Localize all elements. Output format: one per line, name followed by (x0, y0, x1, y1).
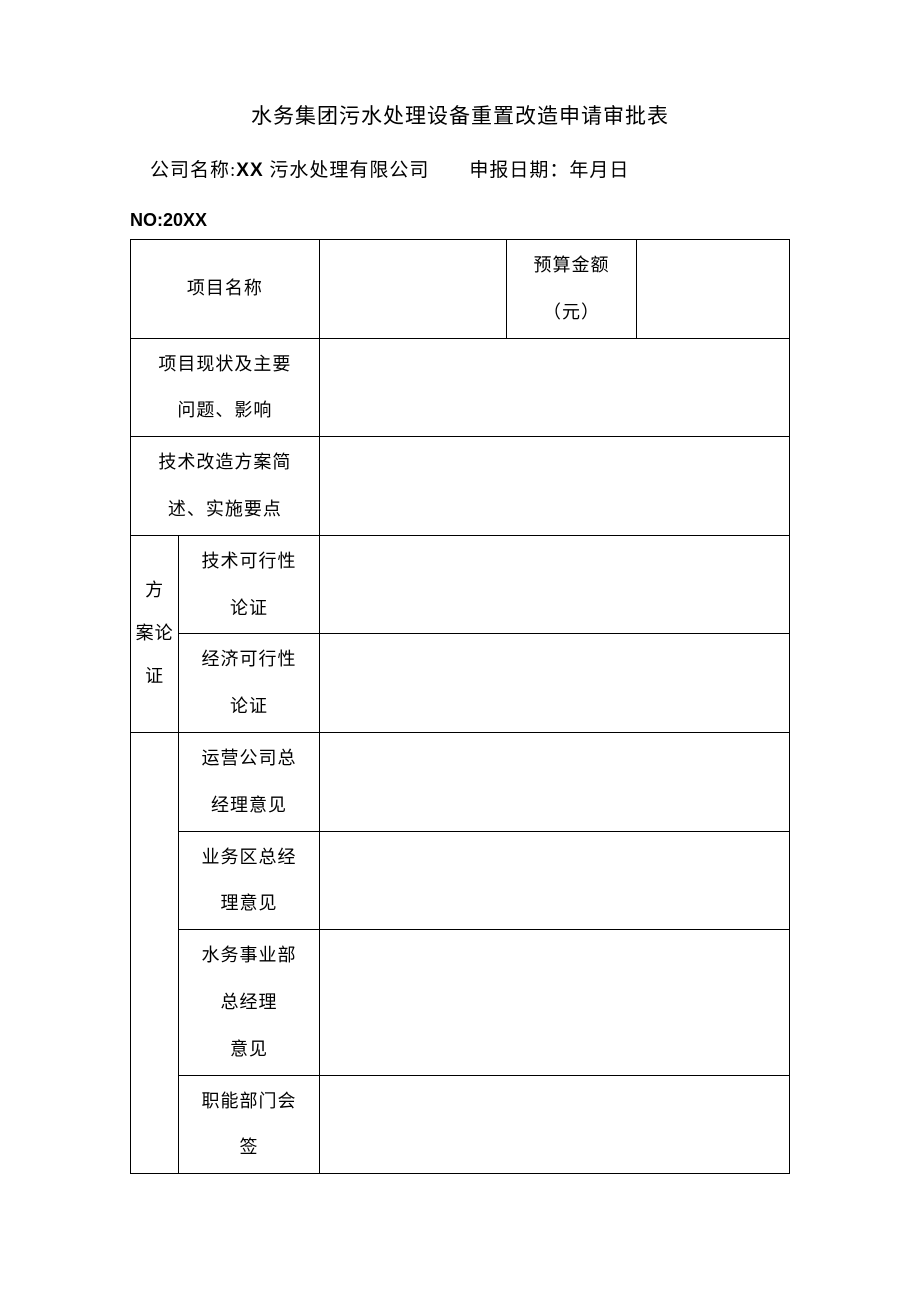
water-dept-value (319, 930, 789, 1075)
header-info: 公司名称:XX 污水处理有限公司 申报日期：年月日 (130, 155, 790, 182)
ops-manager-value (319, 732, 789, 831)
table-row: 方案论证 技术可行性论证 (131, 535, 790, 634)
functional-dept-value (319, 1075, 789, 1174)
status-label: 项目现状及主要问题、影响 (131, 338, 320, 437)
date-label: 申报日期：年月日 (469, 160, 629, 181)
table-row: 项目名称 预算金额（元） (131, 240, 790, 339)
tech-feasibility-value (319, 535, 789, 634)
table-row: 经济可行性论证 (131, 634, 790, 733)
ops-manager-label: 运营公司总经理意见 (179, 732, 320, 831)
table-row: 技术改造方案简述、实施要点 (131, 437, 790, 536)
water-dept-label: 水务事业部总经理意见 (179, 930, 320, 1075)
project-name-value (319, 240, 506, 339)
tech-plan-value (319, 437, 789, 536)
biz-manager-label: 业务区总经理意见 (179, 831, 320, 930)
budget-label: 预算金额（元） (506, 240, 637, 339)
project-name-label: 项目名称 (131, 240, 320, 339)
functional-dept-label: 职能部门会签 (179, 1075, 320, 1174)
budget-value (637, 240, 790, 339)
company-label: 公司名称: (150, 160, 236, 181)
approval-form-table: 项目名称 预算金额（元） 项目现状及主要问题、影响 技术改造方案简述、实施要点 … (130, 239, 790, 1174)
company-prefix: XX (236, 160, 263, 181)
econ-feasibility-label: 经济可行性论证 (179, 634, 320, 733)
document-title: 水务集团污水处理设备重置改造申请审批表 (130, 100, 790, 130)
table-row: 职能部门会签 (131, 1075, 790, 1174)
form-number: NO:20XX (130, 210, 790, 231)
table-row: 项目现状及主要问题、影响 (131, 338, 790, 437)
table-row: 运营公司总经理意见 (131, 732, 790, 831)
table-row: 业务区总经理意见 (131, 831, 790, 930)
opinions-group-label (131, 732, 179, 1173)
table-row: 水务事业部总经理意见 (131, 930, 790, 1075)
company-suffix: 污水处理有限公司 (264, 160, 430, 181)
econ-feasibility-value (319, 634, 789, 733)
feasibility-group-label: 方案论证 (131, 535, 179, 732)
tech-feasibility-label: 技术可行性论证 (179, 535, 320, 634)
tech-plan-label: 技术改造方案简述、实施要点 (131, 437, 320, 536)
status-value (319, 338, 789, 437)
biz-manager-value (319, 831, 789, 930)
